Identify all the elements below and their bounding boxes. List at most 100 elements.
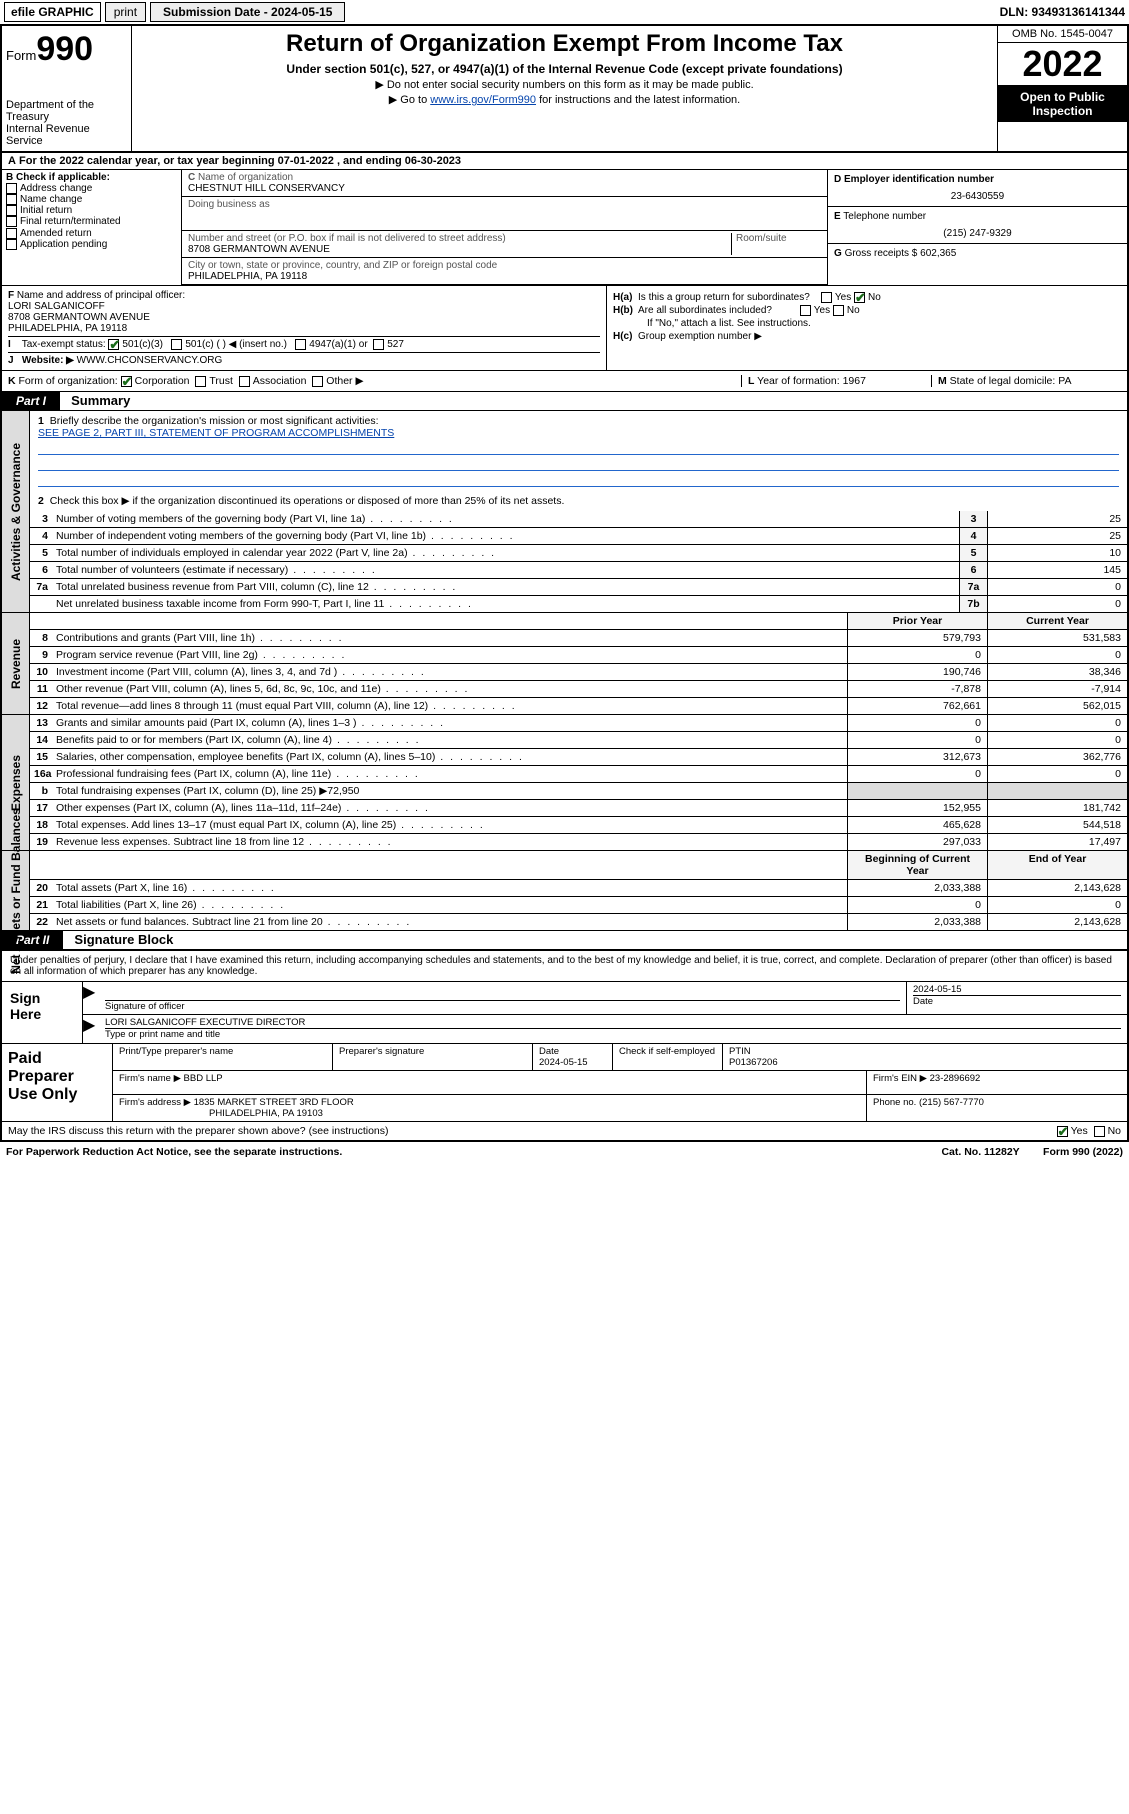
cb-527[interactable] (373, 339, 384, 350)
sub3-post: for instructions and the latest informat… (536, 94, 740, 106)
arrow-icon: ▶ (83, 982, 99, 1014)
cb-hb-yes[interactable] (800, 305, 811, 316)
table-row: 9Program service revenue (Part VIII, lin… (30, 647, 1127, 664)
officer-label: Name and address of principal officer: (17, 290, 185, 301)
discuss-yes: Yes (1071, 1125, 1088, 1137)
sig-date: 2024-05-15 (913, 984, 1121, 995)
cb-ha-no[interactable] (854, 292, 865, 303)
table-row: Net unrelated business taxable income fr… (30, 596, 1127, 612)
ha-yes: Yes (835, 292, 851, 303)
table-row: 18Total expenses. Add lines 13–17 (must … (30, 817, 1127, 834)
cb-4947[interactable] (295, 339, 306, 350)
hb-label: Are all subordinates included? (638, 305, 772, 316)
ph-sig: Preparer's signature (333, 1044, 533, 1070)
line-a: A For the 2022 calendar year, or tax yea… (0, 153, 1129, 170)
vlabel-rev: Revenue (2, 613, 30, 714)
block-klm: K Form of organization: Corporation Trus… (0, 371, 1129, 392)
cb-discuss-no[interactable] (1094, 1126, 1105, 1137)
cb-b-item[interactable] (6, 183, 17, 194)
q1-text: Briefly describe the organization's miss… (50, 415, 379, 427)
dept-label: Department of the Treasury (6, 99, 127, 123)
table-row: 5Total number of individuals employed in… (30, 545, 1127, 562)
section-f: F Name and address of principal officer:… (2, 286, 607, 370)
cb-501c[interactable] (171, 339, 182, 350)
hb-note: If "No," attach a list. See instructions… (613, 318, 1121, 329)
opt-501c: 501(c) ( ) ◀ (insert no.) (185, 339, 287, 350)
street-value: 8708 GERMANTOWN AVENUE (188, 244, 330, 255)
cb-trust[interactable] (195, 376, 206, 387)
vlabel-gov: Activities & Governance (2, 411, 30, 612)
part2-header: Part II Signature Block (0, 931, 1129, 950)
sign-here-label: Sign Here (2, 982, 82, 1043)
discuss-row: May the IRS discuss this return with the… (2, 1121, 1127, 1140)
footer-cat: Cat. No. 11282Y (941, 1146, 1019, 1158)
cb-b-item[interactable] (6, 205, 17, 216)
cb-assoc[interactable] (239, 376, 250, 387)
firm-phone: (215) 567-7770 (919, 1097, 984, 1108)
m-label: State of legal domicile: (950, 375, 1056, 387)
section-b: B Check if applicable: Address changeNam… (2, 170, 182, 285)
cb-b-item[interactable] (6, 239, 17, 250)
discuss-text: May the IRS discuss this return with the… (8, 1125, 389, 1137)
sig-name: LORI SALGANICOFF EXECUTIVE DIRECTOR (105, 1017, 1121, 1028)
omb-number: OMB No. 1545-0047 (998, 26, 1127, 43)
l-label: Year of formation: (757, 375, 840, 387)
website-value: WWW.CHCONSERVANCY.ORG (77, 355, 223, 366)
paid-title: Paid Preparer Use Only (2, 1044, 112, 1121)
opt-4947: 4947(a)(1) or (309, 339, 367, 350)
room-label: Room/suite (736, 233, 787, 244)
cb-ha-yes[interactable] (821, 292, 832, 303)
part1-title: Summary (63, 393, 130, 408)
firm-addr2: PHILADELPHIA, PA 19103 (119, 1108, 860, 1119)
sign-here-block: Sign Here ▶ Signature of officer 2024-05… (2, 981, 1127, 1043)
firm-name: BBD LLP (184, 1073, 223, 1084)
cb-discuss-yes[interactable] (1057, 1126, 1068, 1137)
tax-year-text: For the 2022 calendar year, or tax year … (19, 155, 461, 167)
cb-corp[interactable] (121, 376, 132, 387)
ha-label: Is this a group return for subordinates? (638, 292, 810, 303)
table-row: 10Investment income (Part VIII, column (… (30, 664, 1127, 681)
header-left: Form990 Department of the Treasury Inter… (2, 26, 132, 151)
firm-addr1: 1835 MARKET STREET 3RD FLOOR (194, 1097, 354, 1108)
cb-hb-no[interactable] (833, 305, 844, 316)
opt-assoc: Association (253, 375, 307, 387)
print-button[interactable]: print (105, 2, 146, 22)
cb-b-item[interactable] (6, 228, 17, 239)
net-header-row: Beginning of Current YearEnd of Year (30, 851, 1127, 880)
officer-addr1: 8708 GERMANTOWN AVENUE (8, 312, 150, 323)
cb-other[interactable] (312, 376, 323, 387)
table-row: 22Net assets or fund balances. Subtract … (30, 914, 1127, 930)
ph-ptin-label: PTIN (729, 1046, 751, 1057)
irs-label: Internal Revenue Service (6, 123, 127, 147)
hc-label: Group exemption number ▶ (638, 331, 762, 342)
table-row: 8Contributions and grants (Part VIII, li… (30, 630, 1127, 647)
header-right: OMB No. 1545-0047 2022 Open to Public In… (997, 26, 1127, 151)
website-label: Website: ▶ (22, 355, 74, 366)
q1-link[interactable]: SEE PAGE 2, PART III, STATEMENT OF PROGR… (38, 427, 394, 439)
opt-corp: Corporation (135, 375, 190, 387)
irs-link[interactable]: www.irs.gov/Form990 (430, 94, 536, 106)
part1-badge: Part I (2, 392, 60, 410)
cb-b-item[interactable] (6, 194, 17, 205)
city-label: City or town, state or province, country… (188, 260, 497, 271)
opt-501c3: 501(c)(3) (122, 339, 163, 350)
phone-value: (215) 247-9329 (834, 228, 1121, 239)
sig-name-label: Type or print name and title (105, 1028, 1121, 1040)
paid-row-2: Firm's name ▶ BBD LLP Firm's EIN ▶ 23-28… (113, 1071, 1127, 1095)
section-k: K Form of organization: Corporation Trus… (8, 375, 741, 387)
table-row: 3Number of voting members of the governi… (30, 511, 1127, 528)
discuss-no: No (1108, 1125, 1121, 1137)
table-row: 17Other expenses (Part IX, column (A), l… (30, 800, 1127, 817)
form-header: Form990 Department of the Treasury Inter… (0, 24, 1129, 153)
table-row: 11Other revenue (Part VIII, column (A), … (30, 681, 1127, 698)
paid-preparer-block: Paid Preparer Use Only Print/Type prepar… (2, 1043, 1127, 1121)
l-value: 1967 (843, 375, 866, 387)
city-value: PHILADELPHIA, PA 19118 (188, 271, 307, 282)
section-expenses: Expenses 13Grants and similar amounts pa… (0, 715, 1129, 851)
cb-501c3[interactable] (108, 339, 119, 350)
dba-label: Doing business as (188, 199, 270, 210)
ein-label: Employer identification number (844, 174, 994, 185)
tax-status-label: Tax-exempt status: (22, 339, 106, 350)
cb-b-item[interactable] (6, 216, 17, 227)
table-row: 7aTotal unrelated business revenue from … (30, 579, 1127, 596)
